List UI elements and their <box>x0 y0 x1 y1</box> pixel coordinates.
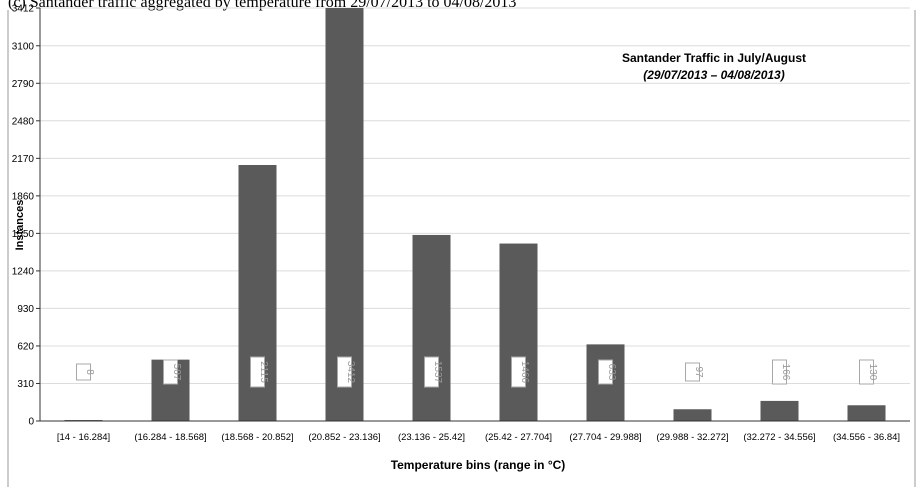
x-tick-label: (25.42 - 27.704] <box>485 432 552 443</box>
bar <box>499 243 538 421</box>
data-label: 2115 <box>258 361 269 383</box>
data-label-box <box>685 362 700 382</box>
y-tick-label: 620 <box>17 341 34 352</box>
data-label: 507 <box>171 364 182 381</box>
data-label: 633 <box>606 364 617 381</box>
data-label-box <box>859 359 874 385</box>
x-tick-label: (16.284 - 18.568] <box>134 432 206 443</box>
x-axis-ticks: [14 - 16.284] (16.284 - 18.568] (18.568 - … <box>57 432 900 443</box>
x-tick-label: (29.988 - 32.272] <box>656 432 728 443</box>
y-tick-label: 1860 <box>12 191 35 202</box>
bar <box>847 405 886 421</box>
bar <box>760 400 799 421</box>
y-axis-label: Instances <box>14 200 26 251</box>
x-tick-label: (20.852 - 23.136] <box>308 432 380 443</box>
y-tick-label: 930 <box>17 304 34 315</box>
y-tick-label: 0 <box>28 417 34 428</box>
data-label-box <box>76 363 91 381</box>
data-label-box <box>250 356 265 388</box>
data-label: 1466 <box>519 361 530 384</box>
bar <box>325 8 364 421</box>
data-label: 3412 <box>345 361 356 384</box>
data-label: 130 <box>867 364 878 381</box>
data-label-box <box>163 359 178 385</box>
data-label-box <box>772 359 787 385</box>
chart-subtitle: (29/07/2013 – 04/08/2013) <box>643 68 784 82</box>
y-tick-label: 2790 <box>12 79 35 90</box>
y-tick-label: 3412 <box>12 4 35 15</box>
y-tick-label: 1550 <box>12 229 35 240</box>
y-tick-label: 2480 <box>12 116 35 127</box>
data-label-box <box>598 359 613 385</box>
y-tick-label: 1240 <box>12 266 35 277</box>
bar <box>412 234 451 421</box>
data-label: 97 <box>693 366 704 378</box>
x-tick-label: [14 - 16.284] <box>57 432 110 443</box>
x-tick-label: (32.272 - 34.556] <box>743 432 815 443</box>
x-axis-label: Temperature bins (range in °C) <box>391 458 566 472</box>
y-tick-label: 2170 <box>12 154 35 165</box>
data-label: 8 <box>84 369 95 375</box>
chart-title: Santander Traffic in July/August <box>622 51 806 65</box>
y-tick-label: 3100 <box>12 41 35 52</box>
x-tick-label: (34.556 - 36.84] <box>833 432 900 443</box>
data-label: 1537 <box>432 361 443 384</box>
x-tick-label: (23.136 - 25.42] <box>398 432 465 443</box>
x-tick-label: (18.568 - 20.852] <box>221 432 293 443</box>
figure-caption: (c) Santander traffic aggregated by temp… <box>8 0 516 11</box>
bar <box>673 409 712 421</box>
bars-group: 8 507 2115 3412 1537 1466 633 97 166 130 <box>64 8 886 421</box>
data-label: 166 <box>780 364 791 381</box>
data-label-box <box>424 356 439 388</box>
data-label-box <box>337 356 352 388</box>
x-tick-label: (27.704 - 29.988] <box>569 432 641 443</box>
y-tick-label: 310 <box>17 379 34 390</box>
data-label-box <box>511 356 526 388</box>
y-axis-ticks: 0 310 620 930 1240 1550 1860 2170 2480 2790 3100 34… <box>12 4 40 428</box>
